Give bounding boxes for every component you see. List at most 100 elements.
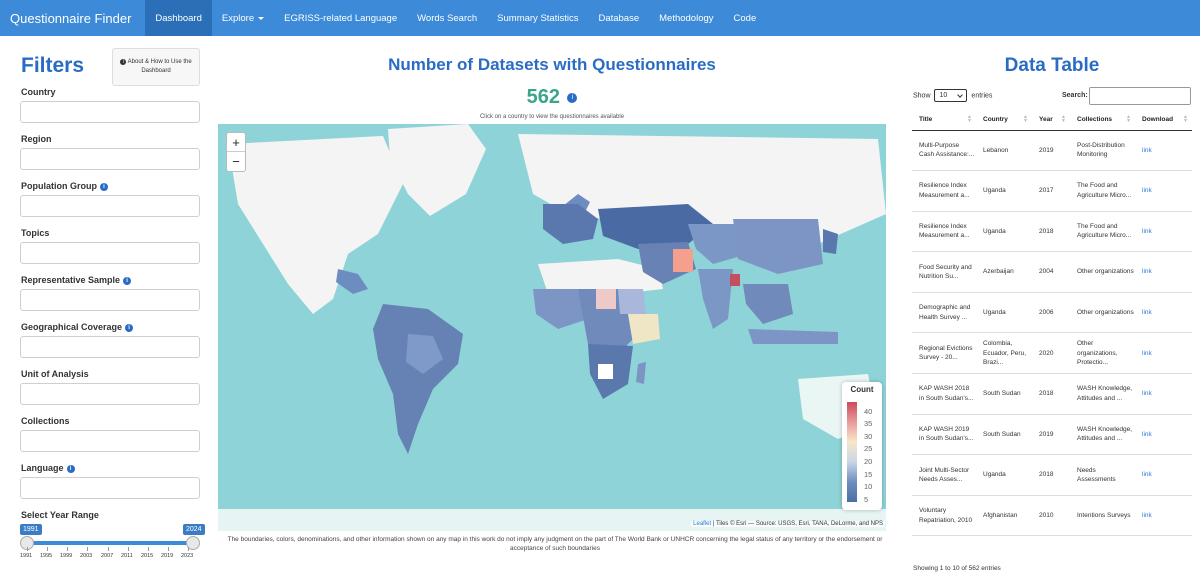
- download-link[interactable]: link: [1135, 454, 1192, 496]
- map-disclaimer: The boundaries, colors, denominations, a…: [227, 536, 883, 552]
- legend-label: 5: [864, 495, 869, 504]
- table-row: Resilience Index Measurement a... Uganda 2…: [912, 211, 1192, 253]
- info-icon[interactable]: i: [100, 182, 108, 191]
- info-icon[interactable]: i: [567, 92, 578, 103]
- map-zoom-control: + −: [226, 132, 246, 172]
- nav-dashboard[interactable]: Dashboard: [145, 0, 212, 36]
- app-brand[interactable]: Questionnaire Finder: [10, 10, 132, 26]
- nav-summary-statistics[interactable]: Summary Statistics: [487, 0, 588, 36]
- south-africa-white: [598, 364, 613, 379]
- world-map[interactable]: [218, 124, 886, 531]
- nav-label: EGRISS-related Language: [284, 12, 398, 24]
- year-ticks: [27, 547, 193, 551]
- download-link[interactable]: link: [1135, 373, 1192, 415]
- filters-title: Filters: [21, 54, 85, 77]
- caret-down-icon: [258, 16, 265, 20]
- north-africa: [538, 259, 663, 294]
- country-select[interactable]: [20, 101, 200, 123]
- entries-label: entries: [971, 92, 993, 100]
- se-asia: [743, 284, 793, 324]
- topics-select[interactable]: [20, 242, 200, 264]
- nav-explore-dropdown[interactable]: Explore: [212, 0, 274, 36]
- table-row: Voluntary Repatriation, 2010 Afghanistan 2…: [912, 495, 1192, 537]
- map-hint: Click on a country to view the questionn…: [479, 114, 625, 120]
- table-row: Food Security and Nutrition Su... Azerbai…: [912, 251, 1192, 293]
- info-icon[interactable]: i: [123, 276, 132, 285]
- legend-label: 40: [864, 407, 873, 416]
- info-icon: i: [120, 59, 127, 65]
- info-icon[interactable]: i: [66, 464, 75, 473]
- download-link[interactable]: link: [1135, 170, 1192, 212]
- legend-label: 15: [864, 470, 873, 479]
- geographical-coverage-select[interactable]: [20, 336, 200, 358]
- column-header-country[interactable]: Country ▲ ▼: [976, 109, 1032, 131]
- zoom-in-button[interactable]: +: [227, 133, 245, 152]
- nav-label: Database: [598, 12, 640, 24]
- leaflet-link[interactable]: Leaflet: [693, 521, 712, 527]
- chevron-down-icon: [957, 92, 964, 98]
- page-length-control: Show 10 entries: [913, 89, 992, 102]
- greenland: [388, 124, 486, 216]
- east-africa: [628, 314, 660, 344]
- collections-select[interactable]: [20, 430, 200, 452]
- madagascar: [636, 362, 646, 384]
- download-link[interactable]: link: [1135, 130, 1192, 172]
- zoom-out-button[interactable]: −: [232, 154, 240, 169]
- filter-label-language: Language i: [21, 463, 75, 473]
- population-group-select[interactable]: [20, 195, 200, 217]
- table-row: Multi-Purpose Cash Assistance:... Lebanon…: [912, 130, 1192, 172]
- nav-database[interactable]: Database: [588, 0, 649, 36]
- antarctica: [218, 509, 886, 531]
- download-link[interactable]: link: [1135, 292, 1192, 334]
- bangladesh: [730, 274, 740, 286]
- download-link[interactable]: link: [1135, 414, 1192, 456]
- nav-label: Summary Statistics: [497, 12, 579, 24]
- legend-label: 35: [864, 419, 873, 428]
- legend-label: 20: [864, 457, 873, 466]
- filter-label-unit-of-analysis: Unit of Analysis: [21, 369, 89, 379]
- representative-sample-select[interactable]: [20, 289, 200, 311]
- filter-label-country: Country: [21, 87, 56, 97]
- nav-egriss-language[interactable]: EGRISS-related Language: [274, 0, 407, 36]
- table-search-input[interactable]: [1089, 87, 1191, 105]
- column-header-download[interactable]: Download ▲ ▼: [1135, 109, 1192, 131]
- nav-code[interactable]: Code: [724, 0, 767, 36]
- column-header-year[interactable]: Year ▲ ▼: [1032, 109, 1070, 131]
- table-row: KAP WASH 2018 in South Sudan's... South S…: [912, 373, 1192, 415]
- download-link[interactable]: link: [1135, 211, 1192, 253]
- column-header-title[interactable]: Title ▲ ▼: [912, 109, 976, 131]
- download-link[interactable]: link: [1135, 251, 1192, 293]
- about-button[interactable]: i About & How to Use the Dashboard: [112, 48, 200, 86]
- language-select[interactable]: [20, 477, 200, 499]
- filter-label-representative-sample: Representative Sample i: [21, 275, 132, 285]
- table-row: Joint Multi-Sector Needs Asses... Uganda 2…: [912, 454, 1192, 496]
- filter-label-region: Region: [21, 134, 52, 144]
- unit-of-analysis-select[interactable]: [20, 383, 200, 405]
- japan-korea: [823, 229, 838, 254]
- year-range-track[interactable]: [27, 541, 193, 545]
- download-link[interactable]: link: [1135, 332, 1192, 375]
- filter-label-geographical-coverage: Geographical Coverage i: [21, 322, 134, 332]
- nav-words-search[interactable]: Words Search: [407, 0, 487, 36]
- attribution-text: | Tiles © Esri — Source: USGS, Esri, TAN…: [711, 521, 883, 527]
- iran: [673, 249, 693, 272]
- nav-methodology[interactable]: Methodology: [649, 0, 723, 36]
- download-link[interactable]: link: [1135, 495, 1192, 537]
- south-america: [373, 304, 463, 454]
- sort-icon: ▲ ▼: [1126, 114, 1131, 124]
- top-navbar: Questionnaire Finder Dashboard Explore E…: [0, 0, 1200, 36]
- mexico: [336, 269, 368, 294]
- year-max-handle[interactable]: [186, 536, 200, 550]
- map-legend: Count 40 35 30 25 20 15 10 5: [842, 382, 882, 510]
- indonesia: [748, 329, 838, 344]
- nav-label: Words Search: [417, 12, 478, 24]
- table-row: Resilience Index Measurement a... Uganda 2…: [912, 170, 1192, 212]
- about-button-label: About & How to Use the Dashboard: [127, 59, 192, 74]
- dataset-count-value: 562: [526, 86, 560, 108]
- dataset-count: 562 i: [218, 86, 886, 109]
- column-header-collections[interactable]: Collections ▲ ▼: [1070, 109, 1135, 131]
- region-select[interactable]: [20, 148, 200, 170]
- info-icon[interactable]: i: [125, 323, 134, 332]
- north-america: [228, 136, 403, 314]
- page-length-select[interactable]: 10: [934, 89, 968, 102]
